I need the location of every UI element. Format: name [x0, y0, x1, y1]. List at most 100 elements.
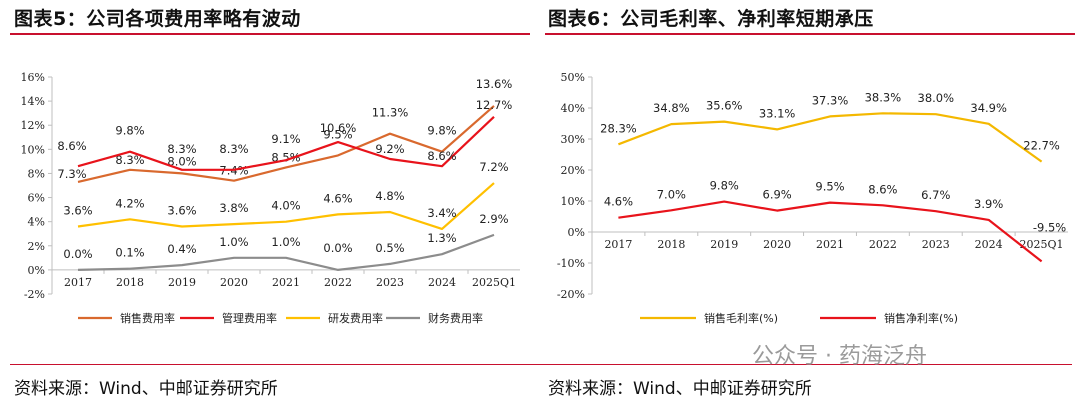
- right-x-tick-label: 2019: [710, 238, 738, 251]
- right-x-tick-label: 2023: [922, 238, 950, 251]
- right-y-tick-label: 20%: [561, 164, 585, 177]
- left-data-label: 1.0%: [219, 235, 248, 249]
- right-y-tick-label: 0%: [568, 226, 585, 239]
- left-data-label: 0.4%: [167, 242, 196, 256]
- left-data-label: 9.2%: [375, 142, 404, 156]
- left-x-tick-label: 2020: [220, 276, 248, 289]
- right-y-tick-label: 30%: [561, 133, 585, 146]
- right-x-tick-label: 2020: [763, 238, 791, 251]
- left-data-label: 2.9%: [479, 212, 508, 226]
- right-x-tick-label: 2024: [975, 238, 1003, 251]
- left-x-tick-label: 2024: [428, 276, 456, 289]
- right-data-label: 28.3%: [600, 121, 637, 135]
- left-legend-label: 研发费用率: [328, 311, 383, 325]
- left-data-label: 3.4%: [427, 206, 456, 220]
- left-y-tick-label: 0%: [28, 264, 45, 277]
- right-y-tick-label: 50%: [561, 71, 585, 84]
- left-y-tick-label: 10%: [21, 143, 45, 156]
- left-source-note: 资料来源：Wind、中邮证券研究所: [14, 379, 278, 399]
- left-data-label: 1.0%: [271, 235, 300, 249]
- right-data-label: 4.6%: [604, 195, 633, 209]
- left-legend-label: 管理费用率: [222, 311, 277, 325]
- right-y-tick-label: 40%: [561, 102, 585, 115]
- left-data-label: 12.7%: [476, 98, 513, 112]
- left-data-label: 1.3%: [427, 231, 456, 245]
- right-data-label: 9.5%: [815, 180, 844, 194]
- left-data-label: 0.1%: [115, 246, 144, 260]
- right-title-rule: [545, 33, 1075, 35]
- right-series-line-2: [618, 200, 1043, 263]
- left-data-label: 13.6%: [476, 77, 513, 91]
- right-x-tick-label: 2025Q1: [1020, 238, 1064, 251]
- left-chart-title: 图表5：公司各项费用率略有波动: [14, 8, 301, 30]
- left-data-label: 8.3%: [219, 142, 248, 156]
- left-data-label: 3.8%: [219, 201, 248, 215]
- left-y-tick-label: 8%: [28, 167, 45, 180]
- right-data-label: 35.6%: [706, 99, 743, 113]
- left-data-label: 4.6%: [323, 191, 352, 205]
- left-y-tick-label: -2%: [24, 288, 45, 301]
- left-y-tick-label: 16%: [21, 71, 45, 84]
- left-data-label: 9.8%: [427, 124, 456, 138]
- right-x-tick-label: 2018: [657, 238, 685, 251]
- left-data-label: 7.2%: [479, 160, 508, 174]
- left-x-tick-label: 2022: [324, 276, 352, 289]
- right-data-label: 38.0%: [918, 91, 955, 105]
- right-data-label: 38.3%: [865, 90, 902, 104]
- left-y-tick-label: 2%: [28, 240, 45, 253]
- left-y-tick-label: 12%: [21, 119, 45, 132]
- left-data-label: 8.6%: [427, 149, 456, 163]
- left-legend-label: 销售费用率: [120, 311, 175, 325]
- right-source-note: 资料来源：Wind、中邮证券研究所: [548, 379, 812, 399]
- right-x-tick-label: 2022: [869, 238, 897, 251]
- right-y-tick-label: -20%: [557, 288, 585, 301]
- left-data-label: 9.5%: [323, 127, 352, 141]
- right-series-line-1: [618, 112, 1043, 163]
- left-data-label: 4.0%: [271, 199, 300, 213]
- left-x-tick-label: 2017: [64, 276, 92, 289]
- right-legend-label: 销售毛利率(%): [704, 311, 778, 325]
- watermark-text: 公众号 · 药海泛舟: [752, 344, 927, 369]
- left-series-line-4: [77, 233, 495, 271]
- left-x-tick-label: 2018: [116, 276, 144, 289]
- left-data-label: 7.3%: [57, 167, 86, 181]
- left-y-tick-label: 6%: [28, 192, 45, 205]
- left-data-label: 3.6%: [167, 203, 196, 217]
- left-x-tick-label: 2019: [168, 276, 196, 289]
- footer-rule: [10, 364, 1072, 365]
- left-data-label: 8.3%: [167, 142, 196, 156]
- left-series-line-3: [77, 182, 495, 230]
- left-data-label: 8.3%: [115, 153, 144, 167]
- left-title-rule: [10, 33, 530, 35]
- left-data-label: 11.3%: [372, 106, 409, 120]
- left-y-tick-label: 14%: [21, 95, 45, 108]
- left-series-line-1: [77, 105, 495, 183]
- right-x-tick-label: 2021: [816, 238, 844, 251]
- right-legend-label: 销售净利率(%): [884, 311, 958, 325]
- right-data-label: 7.0%: [657, 187, 686, 201]
- right-data-label: 22.7%: [1023, 139, 1060, 153]
- left-data-label: 0.0%: [323, 241, 352, 255]
- left-data-label: 10.6%: [320, 121, 357, 135]
- left-x-tick-label: 2023: [376, 276, 404, 289]
- right-data-label: 8.6%: [868, 182, 897, 196]
- right-y-tick-label: -10%: [557, 257, 585, 270]
- left-series-line-2: [77, 116, 495, 171]
- left-data-label: 9.8%: [115, 124, 144, 138]
- left-data-label: 3.6%: [63, 203, 92, 217]
- right-data-label: -9.5%: [1033, 220, 1066, 234]
- left-legend-label: 财务费用率: [428, 311, 483, 325]
- left-data-label: 0.5%: [375, 241, 404, 255]
- right-y-tick-label: 10%: [561, 195, 585, 208]
- right-data-label: 34.8%: [653, 101, 690, 115]
- left-x-tick-label: 2021: [272, 276, 300, 289]
- right-data-label: 3.9%: [974, 197, 1003, 211]
- right-data-label: 37.3%: [812, 93, 849, 107]
- left-data-label: 4.2%: [115, 196, 144, 210]
- left-data-label: 0.0%: [63, 247, 92, 261]
- left-y-tick-label: 4%: [28, 216, 45, 229]
- right-chart-title: 图表6：公司毛利率、净利率短期承压: [548, 8, 874, 30]
- right-data-label: 6.7%: [921, 188, 950, 202]
- left-data-label: 8.6%: [57, 139, 86, 153]
